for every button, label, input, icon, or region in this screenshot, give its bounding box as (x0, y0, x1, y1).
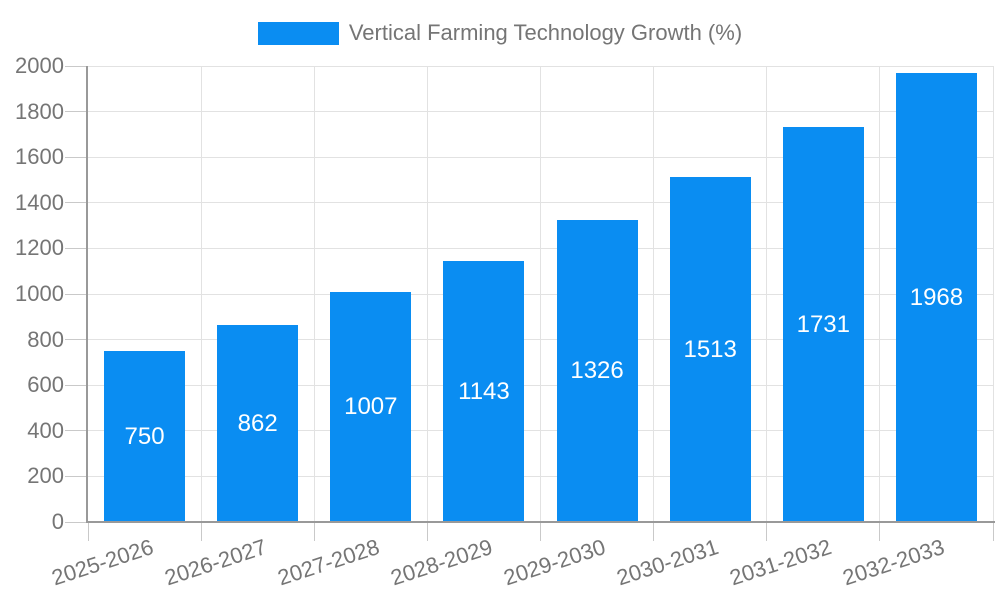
y-axis-tick-label: 200 (27, 463, 64, 489)
x-axis-tick (653, 523, 655, 541)
legend-label[interactable]: Vertical Farming Technology Growth (%) (348, 20, 743, 45)
x-gridline (426, 66, 428, 522)
y-axis-tick (65, 475, 87, 477)
x-axis-tick (766, 523, 768, 541)
bar-value-label: 1143 (458, 377, 510, 405)
y-axis-tick-label: 600 (27, 372, 64, 398)
y-axis-tick (65, 156, 87, 158)
x-axis-tick (540, 523, 541, 541)
x-axis-tick (879, 523, 881, 541)
x-axis-line (86, 521, 995, 523)
bar-value-label: 750 (124, 422, 165, 450)
x-gridline (200, 66, 202, 522)
y-axis-tick-label: 1000 (15, 281, 64, 306)
x-gridline (313, 66, 315, 522)
x-axis-tick (426, 523, 428, 541)
bar-value-label: 862 (237, 409, 278, 437)
y-axis-tick-label: 800 (27, 326, 64, 352)
bar-value-label: 1007 (344, 393, 398, 421)
bar: 1007 (330, 292, 412, 522)
y-axis-tick-label: 1400 (15, 189, 64, 215)
bar: 1731 (782, 127, 864, 522)
y-axis-tick-label: 1600 (15, 144, 64, 170)
y-axis-tick (65, 521, 87, 523)
y-axis-tick (65, 65, 87, 67)
x-axis-tick (313, 523, 315, 541)
y-axis-tick-label: 400 (27, 417, 64, 443)
bar: 1326 (556, 219, 638, 522)
x-gridline (992, 66, 994, 522)
bar: 1513 (669, 177, 751, 522)
x-gridline (653, 66, 655, 522)
x-axis-tick (992, 523, 994, 541)
bar-value-label: 1513 (683, 335, 737, 363)
y-axis-tick (65, 247, 87, 249)
y-axis-tick-label: 1800 (15, 98, 64, 124)
bar: 1143 (443, 261, 525, 522)
bar: 862 (217, 325, 299, 522)
bar-value-label: 1968 (909, 283, 964, 311)
y-axis-tick (65, 430, 87, 432)
chart-legend[interactable]: Vertical Farming Technology Growth (%) (0, 20, 1000, 46)
x-axis-tick (200, 523, 202, 541)
y-axis-tick (65, 384, 87, 386)
bar: 1968 (895, 73, 977, 522)
y-axis-tick-label: 1200 (15, 235, 64, 261)
legend-swatch[interactable] (257, 21, 339, 45)
y-axis-tick (65, 339, 87, 341)
x-gridline (766, 66, 768, 522)
bar: 750 (104, 351, 186, 522)
y-axis-tick (65, 293, 87, 295)
y-axis-tick-label: 0 (51, 509, 64, 534)
x-axis-tick (87, 523, 89, 541)
plot-area: 750 862 1007 1143 1326 1513 1731 1968 (88, 65, 994, 522)
bar-value-label: 1326 (570, 356, 624, 384)
y-axis-tick-label: 2000 (15, 53, 64, 78)
x-gridline (540, 66, 541, 522)
bar-value-label: 1731 (796, 310, 850, 338)
y-axis-tick (65, 111, 87, 113)
x-gridline (879, 66, 881, 522)
y-axis-line (86, 66, 88, 523)
y-axis-tick (65, 202, 87, 204)
